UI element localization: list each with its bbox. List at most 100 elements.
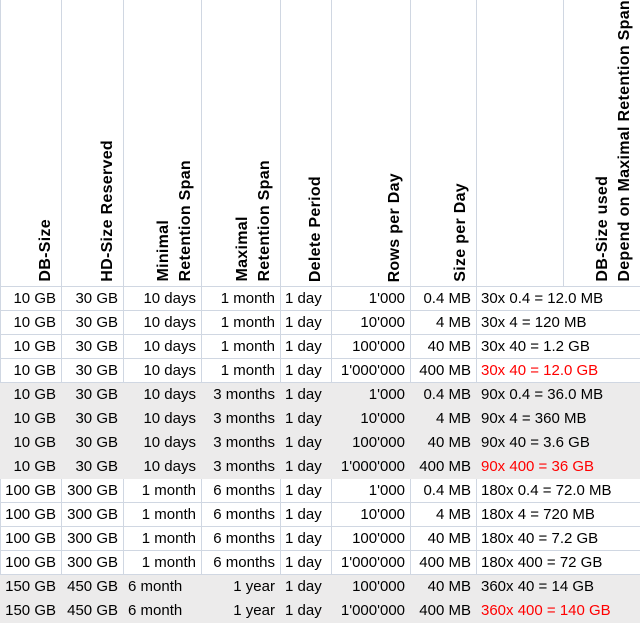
cell-minimal-retention-span: 10 days	[124, 335, 202, 359]
cell-db-size: 100 GB	[0, 527, 62, 551]
table-row: 10 GB 30 GB 10 days 1 month 1 day 10'000 4 MB 3…	[0, 311, 640, 335]
cell-delete-period: 1 day	[281, 479, 332, 503]
cell-size-per-day: 40 MB	[411, 575, 477, 599]
cell-db-size-used: 30x 40 = 1.2 GB	[477, 335, 640, 359]
cell-rows-per-day: 10'000	[332, 503, 411, 527]
cell-size-per-day: 4 MB	[411, 503, 477, 527]
cell-rows-per-day: 1'000	[332, 383, 411, 407]
cell-db-size: 10 GB	[0, 335, 62, 359]
column-header-label-delete-period: Delete Period	[307, 175, 324, 282]
cell-maximal-retention-span: 6 months	[202, 479, 281, 503]
cell-rows-per-day: 1'000'000	[332, 599, 411, 623]
table-row: 150 GB 450 GB 6 month 1 year 1 day 100'000 40 …	[0, 575, 640, 599]
table-row: 10 GB 30 GB 10 days 1 month 1 day 1'000 0.4 MB…	[0, 287, 640, 311]
cell-hd-size-reserved: 30 GB	[62, 455, 124, 479]
cell-hd-size-reserved: 30 GB	[62, 335, 124, 359]
cell-size-per-day: 400 MB	[411, 359, 477, 383]
cell-size-per-day: 40 MB	[411, 527, 477, 551]
cell-minimal-retention-span: 10 days	[124, 407, 202, 431]
table-row: 10 GB 30 GB 10 days 3 months 1 day 1'000 0.4 M…	[0, 383, 640, 407]
cell-minimal-retention-span: 10 days	[124, 431, 202, 455]
cell-db-size: 150 GB	[0, 575, 62, 599]
cell-delete-period: 1 day	[281, 599, 332, 623]
table-row: 100 GB 300 GB 1 month 6 months 1 day 1'000'00…	[0, 551, 640, 575]
cell-maximal-retention-span: 1 month	[202, 287, 281, 311]
cell-db-size: 10 GB	[0, 359, 62, 383]
column-header-minimal-retention-span: Minimal Retention Span	[124, 0, 202, 287]
cell-size-per-day: 400 MB	[411, 599, 477, 623]
column-header-size-per-day: Size per Day	[411, 0, 477, 287]
cell-delete-period: 1 day	[281, 383, 332, 407]
cell-size-per-day: 400 MB	[411, 551, 477, 575]
cell-maximal-retention-span: 6 months	[202, 551, 281, 575]
cell-minimal-retention-span: 1 month	[124, 503, 202, 527]
cell-hd-size-reserved: 450 GB	[62, 599, 124, 623]
cell-delete-period: 1 day	[281, 287, 332, 311]
cell-size-per-day: 40 MB	[411, 335, 477, 359]
cell-delete-period: 1 day	[281, 359, 332, 383]
cell-rows-per-day: 100'000	[332, 575, 411, 599]
cell-maximal-retention-span: 1 year	[202, 599, 281, 623]
cell-db-size-used: 30x 4 = 120 MB	[477, 311, 640, 335]
cell-hd-size-reserved: 300 GB	[62, 527, 124, 551]
cell-minimal-retention-span: 1 month	[124, 551, 202, 575]
cell-hd-size-reserved: 30 GB	[62, 431, 124, 455]
cell-minimal-retention-span: 1 month	[124, 527, 202, 551]
cell-hd-size-reserved: 30 GB	[62, 287, 124, 311]
cell-rows-per-day: 100'000	[332, 527, 411, 551]
column-header-label-db-size: DB-Size	[37, 219, 54, 282]
cell-delete-period: 1 day	[281, 311, 332, 335]
column-header-maximal-retention-span: Maximal Retention Span	[202, 0, 281, 287]
cell-delete-period: 1 day	[281, 431, 332, 455]
column-header-label-minimal-retention-span: Minimal Retention Span	[155, 160, 194, 282]
cell-rows-per-day: 1'000	[332, 479, 411, 503]
cell-size-per-day: 40 MB	[411, 431, 477, 455]
cell-db-size: 10 GB	[0, 431, 62, 455]
cell-db-size-used: 180x 400 = 72 GB	[477, 551, 640, 575]
cell-minimal-retention-span: 6 month	[124, 575, 202, 599]
table-row: 100 GB 300 GB 1 month 6 months 1 day 100'000 4…	[0, 527, 640, 551]
cell-minimal-retention-span: 10 days	[124, 311, 202, 335]
column-header-hd-size-reserved: HD-Size Reserved	[62, 0, 124, 287]
cell-hd-size-reserved: 300 GB	[62, 503, 124, 527]
cell-db-size-used: 30x 0.4 = 12.0 MB	[477, 287, 640, 311]
cell-maximal-retention-span: 6 months	[202, 527, 281, 551]
column-header-label-db-size-used: DB-Size used Depend on Maximal Retention…	[594, 0, 633, 282]
cell-minimal-retention-span: 10 days	[124, 287, 202, 311]
cell-db-size: 100 GB	[0, 479, 62, 503]
cell-db-size-used: 180x 4 = 720 MB	[477, 503, 640, 527]
cell-size-per-day: 0.4 MB	[411, 383, 477, 407]
cell-db-size: 10 GB	[0, 287, 62, 311]
cell-db-size-used: 180x 0.4 = 72.0 MB	[477, 479, 640, 503]
cell-hd-size-reserved: 30 GB	[62, 383, 124, 407]
header-row: DB-Size HD-Size Reserved Minimal Retention…	[0, 0, 640, 287]
table-row: 100 GB 300 GB 1 month 6 months 1 day 10'000 4 …	[0, 503, 640, 527]
cell-maximal-retention-span: 1 year	[202, 575, 281, 599]
header-inner-gridline	[563, 0, 564, 286]
column-header-label-hd-size-reserved: HD-Size Reserved	[99, 140, 116, 282]
cell-maximal-retention-span: 1 month	[202, 335, 281, 359]
cell-db-size: 10 GB	[0, 407, 62, 431]
cell-delete-period: 1 day	[281, 551, 332, 575]
cell-maximal-retention-span: 3 months	[202, 383, 281, 407]
cell-db-size-used: 30x 40 = 12.0 GB	[477, 359, 640, 383]
cell-hd-size-reserved: 30 GB	[62, 407, 124, 431]
cell-minimal-retention-span: 10 days	[124, 383, 202, 407]
column-header-label-size-per-day: Size per Day	[452, 183, 469, 282]
column-header-delete-period: Delete Period	[281, 0, 332, 287]
cell-db-size-used: 90x 4 = 360 MB	[477, 407, 640, 431]
cell-maximal-retention-span: 3 months	[202, 455, 281, 479]
cell-rows-per-day: 1'000'000	[332, 359, 411, 383]
cell-size-per-day: 0.4 MB	[411, 287, 477, 311]
cell-delete-period: 1 day	[281, 503, 332, 527]
cell-rows-per-day: 1'000	[332, 287, 411, 311]
cell-size-per-day: 0.4 MB	[411, 479, 477, 503]
cell-rows-per-day: 10'000	[332, 407, 411, 431]
cell-delete-period: 1 day	[281, 527, 332, 551]
cell-size-per-day: 4 MB	[411, 407, 477, 431]
cell-hd-size-reserved: 450 GB	[62, 575, 124, 599]
cell-maximal-retention-span: 6 months	[202, 503, 281, 527]
cell-delete-period: 1 day	[281, 575, 332, 599]
